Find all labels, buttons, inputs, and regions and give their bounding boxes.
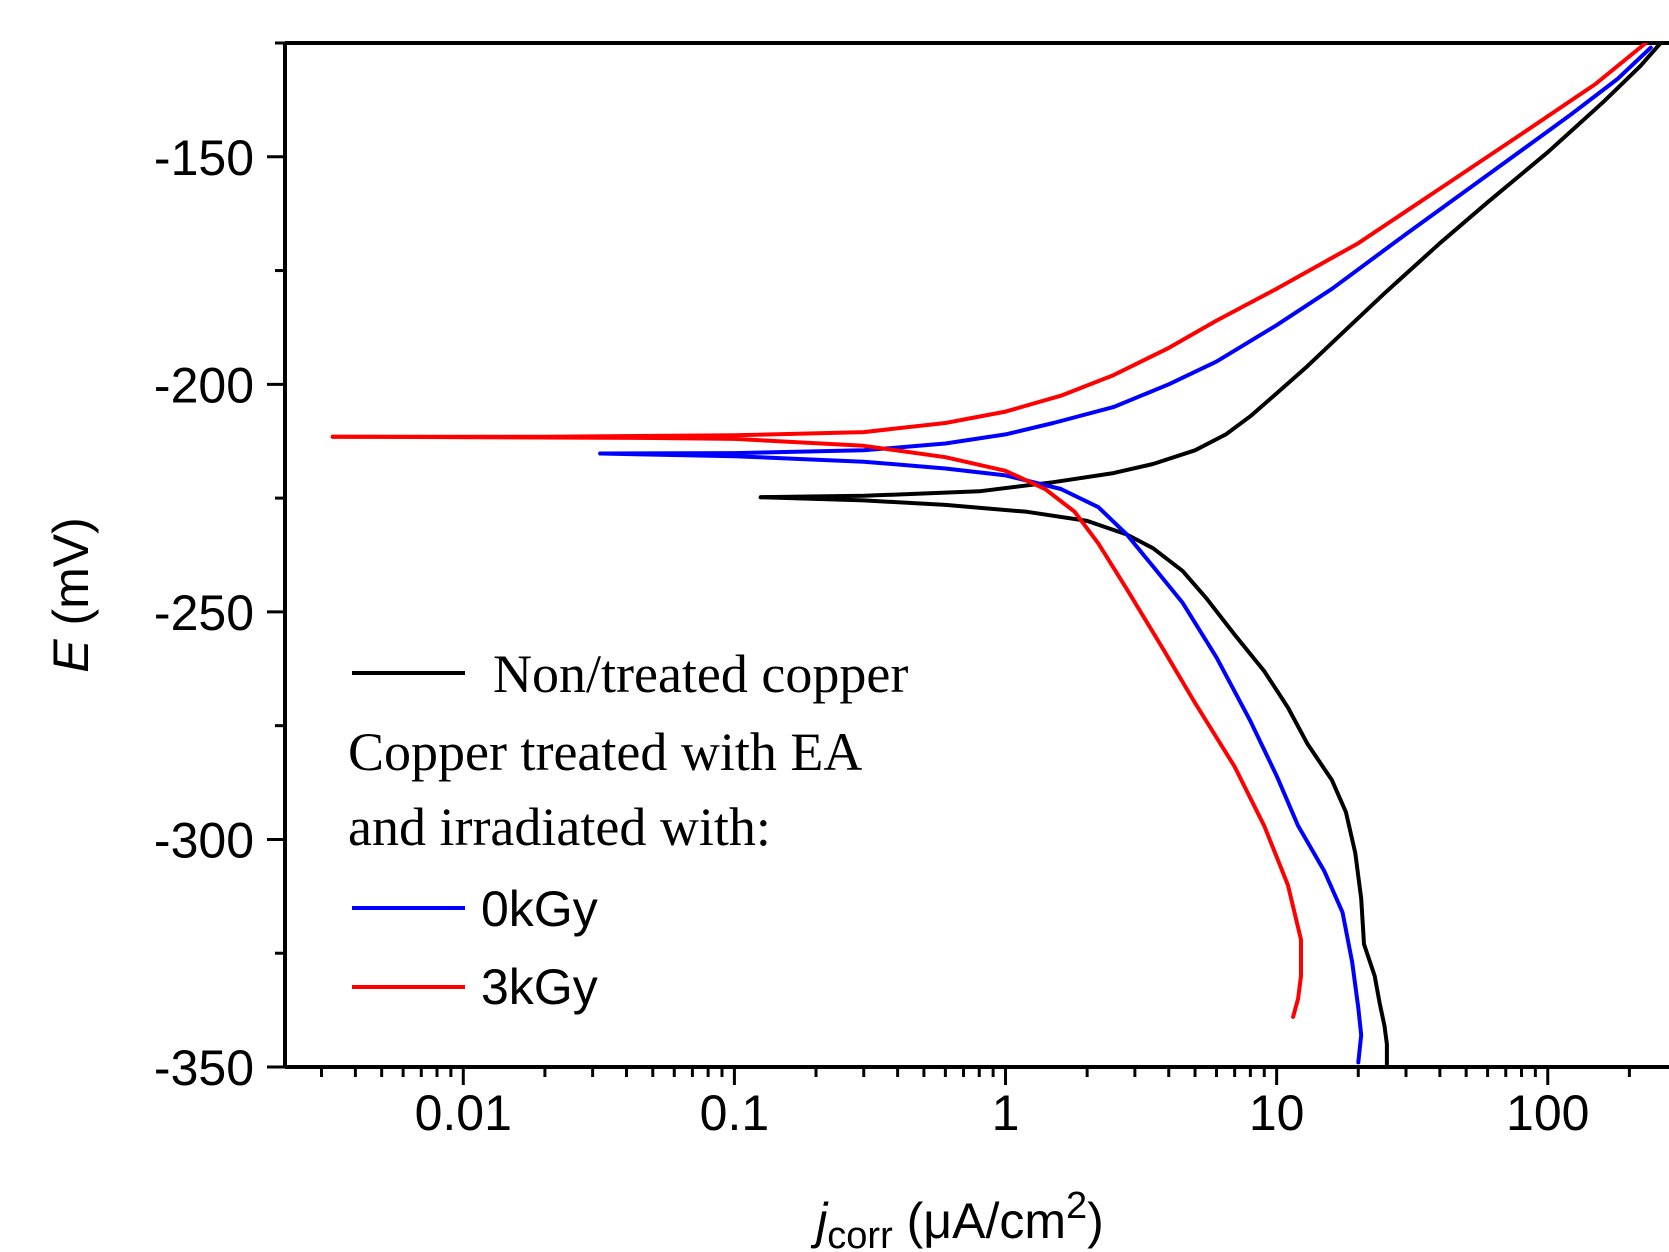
series-3kgy-anodic-line	[330, 43, 1648, 439]
y-axis-title-text: E (mV)	[43, 517, 99, 673]
x-axis-title-close: )	[1087, 1193, 1104, 1249]
series-3kgy-cathodic-line	[330, 434, 1303, 1019]
y-ticks: -150 -200 -250 -300 -350	[154, 41, 285, 1096]
y-tick-label: -300	[154, 812, 254, 868]
y-tick-label: -150	[154, 130, 254, 186]
series-0kgy-anodic-line	[598, 45, 1653, 456]
x-axis-title-sup: 2	[1066, 1185, 1087, 1227]
legend-label-3kgy: 3kGy	[481, 959, 598, 1015]
y-axis-title: E (mV)	[43, 517, 99, 673]
x-axis-title-text: jcorr (μA/cm2)	[810, 1185, 1104, 1252]
y-tick-label: -350	[154, 1040, 254, 1096]
plot-frame	[283, 41, 1669, 1069]
x-axis-title: jcorr (μA/cm2)	[810, 1185, 1104, 1252]
series-lines	[330, 43, 1664, 1067]
x-axis-title-sub: corr	[827, 1215, 893, 1252]
legend-label-0kgy: 0kGy	[481, 881, 598, 937]
series-non-treated-copper-cathodic-line	[758, 495, 1389, 1067]
y-axis-title-symbol: E	[43, 639, 99, 673]
y-tick-label: -250	[154, 585, 254, 641]
legend: Non/treated copper Copper treated with E…	[348, 644, 908, 1015]
y-tick-label: -200	[154, 357, 254, 413]
y-axis-title-unit: (mV)	[43, 517, 99, 639]
x-tick-label: 0.01	[415, 1085, 512, 1141]
series-non-treated-copper-anodic-line	[758, 43, 1664, 500]
legend-header-line-2: and irradiated with:	[348, 797, 771, 857]
legend-header-line-1: Copper treated with EA	[348, 722, 862, 782]
legend-label-non-treated: Non/treated copper	[493, 644, 908, 704]
x-tick-label: 100	[1506, 1085, 1589, 1141]
x-tick-label: 1	[992, 1085, 1020, 1141]
x-tick-label: 10	[1249, 1085, 1305, 1141]
series-0kgy-cathodic-line	[598, 451, 1364, 1065]
x-ticks: 0.01 0.1 1 10 100	[320, 1067, 1631, 1141]
x-tick-label: 0.1	[700, 1085, 770, 1141]
x-axis-title-unit: (μA/cm	[893, 1193, 1066, 1249]
